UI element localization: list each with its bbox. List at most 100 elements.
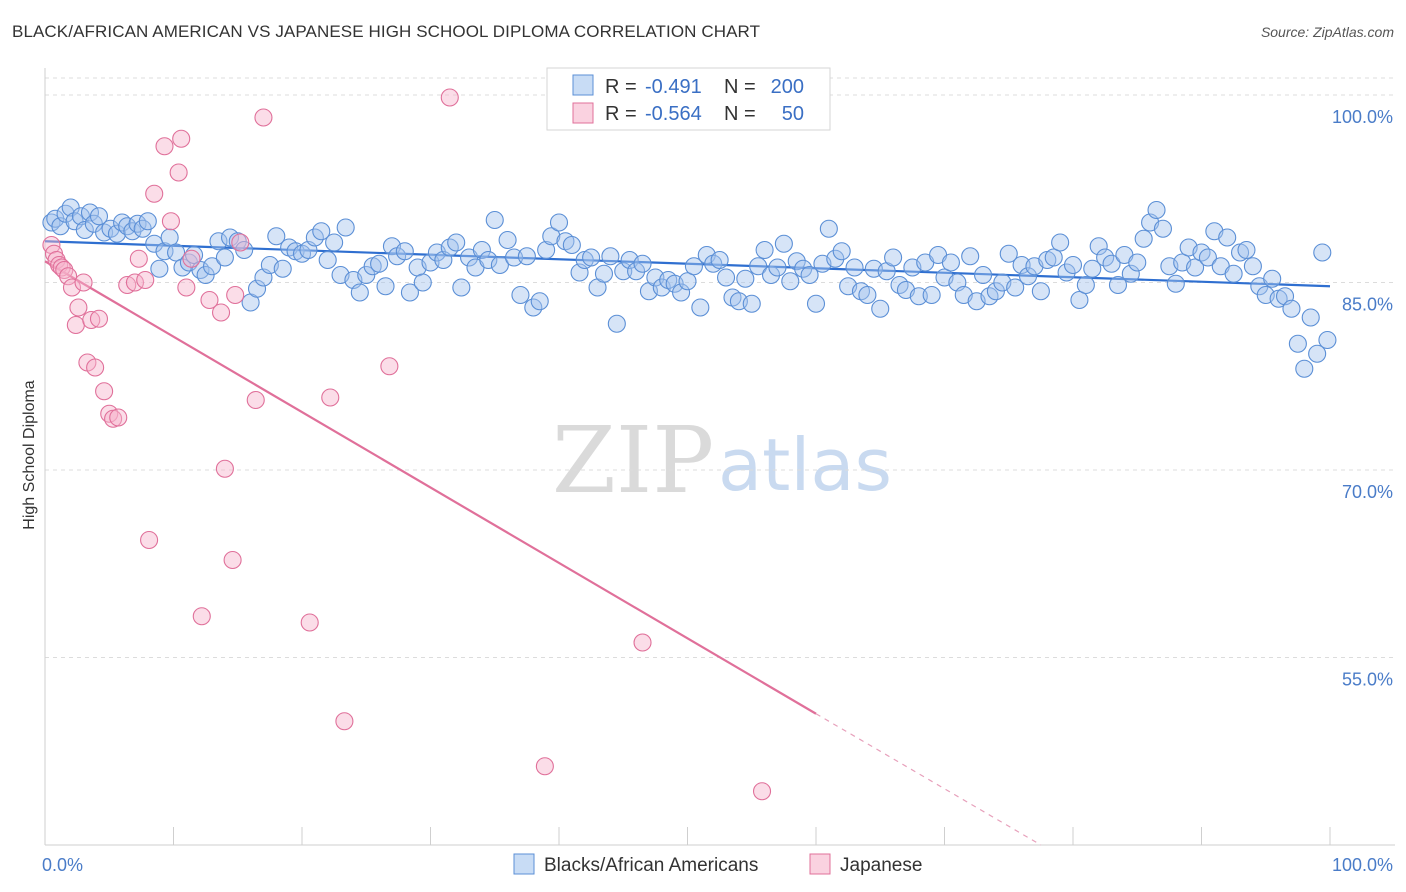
point-blacks-21	[150, 259, 169, 278]
point-blacks-40	[267, 227, 286, 246]
point-japanese-20	[125, 273, 144, 292]
point-blacks-77	[504, 248, 524, 267]
point-japanese-33	[211, 303, 231, 322]
point-blacks-91	[594, 264, 614, 283]
point-japanese-14	[89, 309, 109, 328]
point-blacks-23	[160, 228, 179, 247]
point-blacks-32	[215, 248, 234, 267]
point-blacks-175	[1134, 229, 1153, 248]
point-japanese-43	[380, 357, 399, 376]
point-japanese-34	[215, 459, 234, 478]
point-japanese-25	[155, 137, 174, 156]
point-blacks-130	[845, 258, 864, 277]
point-japanese-18	[109, 408, 128, 427]
point-blacks-134	[871, 299, 890, 318]
point-japanese-29	[177, 278, 196, 297]
y-axis-label: High School Diploma	[21, 380, 38, 530]
point-blacks-89	[582, 248, 601, 267]
point-blacks-73	[479, 250, 498, 270]
point-blacks-188	[1218, 228, 1237, 247]
point-blacks-20	[145, 234, 164, 253]
point-blacks-51	[336, 218, 355, 237]
point-japanese-37	[231, 233, 250, 252]
point-blacks-199	[1288, 334, 1307, 353]
stats-n-value-pink: 50	[782, 103, 804, 125]
trend-japanese-extension	[815, 713, 1042, 846]
point-blacks-185	[1198, 248, 1217, 267]
stats-n-label-blue: N =	[724, 76, 756, 98]
point-blacks-109	[710, 250, 729, 270]
point-blacks-7	[75, 220, 94, 240]
point-blacks-49	[325, 233, 344, 252]
trend-line-pink	[44, 260, 1042, 846]
stats-n-value-blue: 200	[771, 76, 804, 98]
point-blacks-201	[1301, 308, 1320, 327]
point-blacks-8	[80, 203, 100, 222]
point-blacks-22	[155, 242, 174, 261]
point-blacks-10	[89, 207, 109, 226]
point-blacks-189	[1224, 264, 1243, 283]
point-blacks-136	[884, 248, 903, 267]
point-blacks-94	[614, 262, 633, 281]
point-blacks-120	[781, 272, 800, 291]
point-blacks-60	[395, 242, 414, 261]
point-blacks-127	[826, 249, 845, 268]
point-blacks-57	[376, 277, 395, 296]
point-blacks-202	[1308, 344, 1327, 363]
chart-title: BLACK/AFRICAN AMERICAN VS JAPANESE HIGH …	[12, 22, 761, 41]
point-japanese-38	[246, 390, 265, 410]
stats-r-value-pink: -0.564	[645, 103, 702, 125]
point-blacks-110	[716, 268, 736, 287]
point-blacks-31	[209, 232, 228, 251]
point-blacks-61	[400, 283, 419, 302]
point-blacks-78	[511, 285, 530, 305]
point-blacks-156	[1012, 255, 1031, 275]
point-japanese-24	[145, 184, 164, 203]
point-blacks-13	[107, 224, 127, 243]
point-japanese-40	[300, 613, 319, 632]
point-blacks-37	[247, 279, 267, 298]
point-blacks-106	[691, 298, 710, 317]
point-japanese-36	[226, 285, 245, 305]
point-blacks-82	[537, 240, 556, 260]
point-blacks-174	[1128, 253, 1147, 272]
point-blacks-165	[1070, 290, 1089, 310]
point-blacks-198	[1282, 299, 1301, 318]
legend-swatch-japanese	[809, 853, 831, 875]
watermark-zip: ZIP	[552, 407, 714, 514]
axes	[44, 68, 1395, 846]
point-blacks-76	[498, 230, 517, 250]
point-blacks-142	[922, 285, 941, 305]
point-blacks-79	[517, 247, 536, 266]
point-blacks-157	[1018, 267, 1038, 286]
stats-r-label-pink: R =	[605, 103, 637, 125]
y-tick-label-55: 55.0%	[1342, 670, 1393, 690]
grid-lines	[45, 77, 1395, 658]
point-japanese-39	[254, 108, 273, 127]
point-japanese-12	[82, 310, 101, 330]
stats-r-value-blue: -0.491	[645, 76, 702, 98]
series-japanese-points	[42, 88, 772, 801]
point-blacks-166	[1076, 275, 1095, 295]
point-blacks-63	[413, 273, 432, 292]
legend-swatch-blacks	[513, 853, 535, 875]
point-blacks-163	[1057, 263, 1076, 282]
point-blacks-191	[1237, 240, 1256, 260]
point-japanese-22	[136, 270, 155, 290]
point-blacks-103	[672, 283, 691, 302]
point-japanese-13	[86, 358, 105, 377]
point-blacks-81	[530, 292, 549, 311]
point-blacks-84	[549, 213, 569, 232]
point-blacks-180	[1166, 274, 1185, 293]
watermark-atlas: atlas	[718, 423, 892, 507]
point-japanese-30	[182, 249, 201, 268]
y-tick-label-70: 70.0%	[1342, 482, 1393, 502]
point-blacks-30	[203, 257, 222, 276]
point-blacks-119	[774, 234, 793, 253]
point-blacks-118	[768, 258, 787, 277]
tick-labels: 55.0% 70.0% 85.0% 100.0% 0.0% 100.0%	[42, 107, 1393, 875]
stats-legend-box	[546, 67, 831, 131]
point-japanese-32	[200, 290, 219, 310]
stats-legend: R = -0.491 N = 200 R = -0.564 N = 50	[546, 67, 831, 131]
